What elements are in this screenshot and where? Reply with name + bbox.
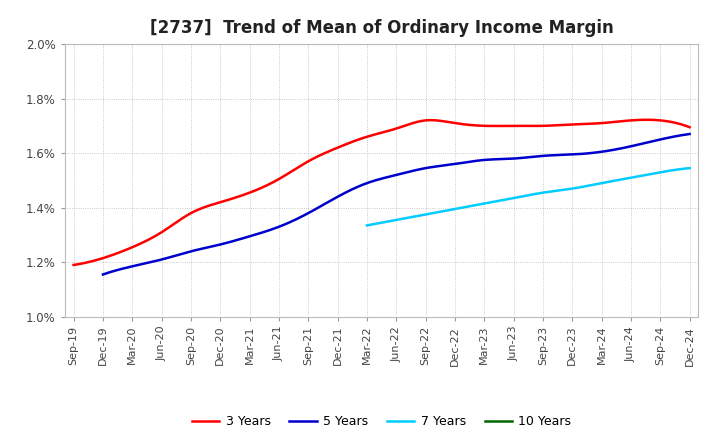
5 Years	[458, 160, 467, 165]
Legend: 3 Years, 5 Years, 7 Years, 10 Years: 3 Years, 5 Years, 7 Years, 10 Years	[187, 411, 576, 433]
Title: [2737]  Trend of Mean of Ordinary Income Margin: [2737] Trend of Mean of Ordinary Income …	[150, 19, 613, 37]
7 Years	[363, 223, 372, 228]
5 Years	[593, 150, 602, 155]
Line: 7 Years: 7 Years	[367, 168, 690, 225]
5 Years	[446, 162, 454, 167]
7 Years	[655, 170, 664, 175]
3 Years	[628, 117, 636, 123]
7 Years	[554, 188, 563, 193]
3 Years	[436, 118, 445, 124]
7 Years	[560, 187, 569, 192]
3 Years	[69, 262, 78, 268]
5 Years	[630, 143, 639, 148]
3 Years	[446, 120, 455, 125]
3 Years	[71, 262, 80, 267]
7 Years	[554, 188, 562, 193]
7 Years	[685, 165, 694, 171]
5 Years	[99, 272, 107, 277]
5 Years	[101, 271, 109, 276]
7 Years	[634, 173, 643, 179]
Line: 5 Years: 5 Years	[103, 134, 690, 275]
7 Years	[364, 223, 372, 228]
5 Years	[448, 162, 456, 167]
3 Years	[642, 117, 651, 122]
3 Years	[588, 121, 597, 126]
5 Years	[685, 132, 694, 137]
Line: 3 Years: 3 Years	[73, 120, 690, 265]
3 Years	[685, 125, 694, 130]
3 Years	[434, 118, 443, 123]
